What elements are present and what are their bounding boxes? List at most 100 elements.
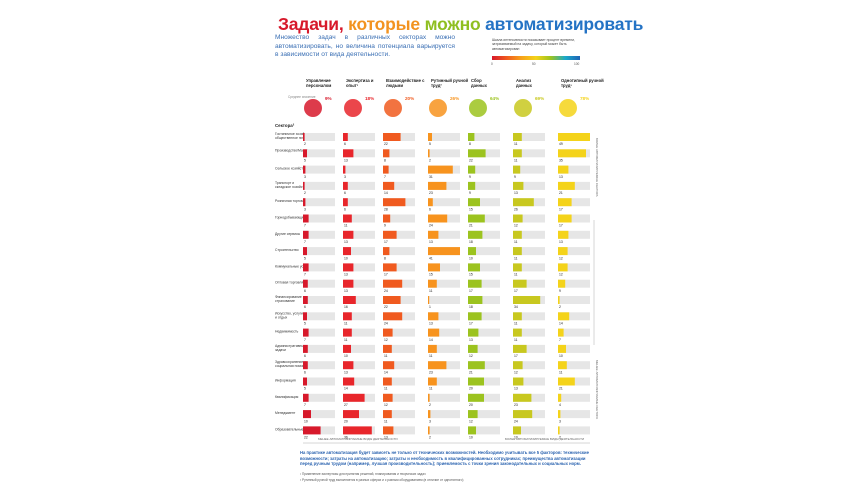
- heat-bar: [428, 279, 437, 288]
- cell-background: [383, 410, 415, 419]
- heat-bar: [303, 181, 305, 190]
- sector-label: социальная помощь: [275, 364, 307, 368]
- cell-value: 7: [304, 224, 306, 228]
- cell-value: 22: [384, 305, 388, 309]
- cell-background: [303, 296, 335, 304]
- cell-background: [513, 344, 545, 353]
- cell-value: 1: [429, 305, 431, 309]
- cell-value: 11: [384, 354, 388, 358]
- heat-bar: [558, 181, 575, 190]
- cell-value: 14: [344, 387, 348, 391]
- heat-bar: [428, 344, 437, 353]
- heat-bar: [558, 296, 560, 304]
- cell-background: [468, 230, 500, 239]
- heat-bar: [558, 214, 572, 223]
- sector-label: Финансирование и: [275, 295, 305, 299]
- cell-value: 14: [429, 338, 433, 342]
- cell-value: 27: [344, 403, 348, 407]
- source-note-1: ¹ Применение экспертизы для принятия реш…: [300, 472, 426, 476]
- cell-value: 7: [304, 338, 306, 342]
- cell-background: [303, 328, 335, 337]
- cell-value: 3: [429, 419, 431, 423]
- cell-background: [513, 230, 545, 239]
- subtitle: Множество задач в различных секторах мож…: [275, 34, 455, 59]
- cell-value: 12: [469, 354, 473, 358]
- cell-background: [558, 344, 590, 353]
- cell-value: 3: [559, 419, 561, 423]
- heat-bar: [383, 393, 393, 402]
- cell-value: 10: [514, 436, 518, 440]
- heat-bar: [513, 214, 523, 223]
- heat-bar: [343, 214, 352, 223]
- heat-bar: [513, 133, 522, 141]
- sector-label: Искусство, услуги, развлечения: [275, 311, 325, 315]
- heat-bar: [558, 426, 560, 435]
- heat-bar: [343, 344, 351, 353]
- heat-bar: [428, 149, 430, 158]
- heat-bar: [468, 230, 483, 239]
- category-label: Однотипный ручной: [561, 78, 604, 83]
- cell-value: 7: [304, 240, 306, 244]
- category-average: 64%: [490, 96, 499, 101]
- cell-value: 2: [304, 142, 306, 146]
- heat-bar: [343, 410, 359, 419]
- cell-value: 23: [429, 370, 433, 374]
- cell-value: 18: [469, 305, 473, 309]
- heat-bar: [383, 312, 403, 321]
- heat-bar: [558, 230, 569, 239]
- cell-background: [513, 279, 545, 288]
- category-average: 26%: [450, 96, 459, 101]
- cell-value: 10: [559, 354, 563, 358]
- heat-bar: [558, 410, 561, 419]
- cell-value: 11: [429, 354, 433, 358]
- cell-value: 13: [429, 322, 433, 326]
- category-label: Взаимодействие с: [386, 78, 425, 83]
- cell-value: 31: [429, 175, 433, 179]
- cell-value: 13: [429, 240, 433, 244]
- scale-tick-mid: 50: [532, 62, 536, 66]
- cell-value: 11: [514, 338, 518, 342]
- sector-label: и отдых: [275, 315, 288, 319]
- category-illustration: [429, 99, 447, 117]
- cell-value: 17: [514, 289, 518, 293]
- cell-value: 2: [559, 305, 561, 309]
- heat-bar: [343, 393, 365, 402]
- cell-value: 6: [304, 354, 306, 358]
- heat-bar: [428, 133, 432, 141]
- cell-background: [468, 165, 500, 174]
- heat-bar: [513, 393, 532, 402]
- side-label-top: БОЛЕЕ АВТОМАТИЗИРУЕМЫЕ СЕКТОРА: [595, 138, 599, 197]
- heat-bar: [513, 181, 524, 190]
- heat-bar: [428, 312, 439, 321]
- cell-value: 21: [559, 191, 563, 195]
- heat-bar: [343, 263, 354, 272]
- category-illustration: [384, 99, 402, 117]
- cell-background: [513, 328, 545, 337]
- scale-tick-max: 100: [574, 62, 580, 66]
- cell-value: 41: [429, 256, 433, 260]
- cell-background: [303, 361, 335, 370]
- cell-value: 2: [429, 159, 431, 163]
- cell-background: [558, 361, 590, 370]
- heat-bar: [428, 181, 447, 190]
- cell-value: 12: [559, 273, 563, 277]
- heat-bar: [343, 328, 352, 337]
- heat-bar: [558, 361, 567, 370]
- cell-value: 3: [344, 175, 346, 179]
- heat-bar: [513, 247, 522, 256]
- cell-value: 15: [469, 273, 473, 277]
- cell-background: [513, 247, 545, 256]
- sector-label: страхование: [275, 299, 295, 303]
- cell-value: 3: [304, 207, 306, 211]
- cell-background: [343, 230, 375, 239]
- category-label: Анализ: [516, 78, 531, 83]
- cell-value: 17: [469, 289, 473, 293]
- sector-label: Строительство: [275, 248, 299, 252]
- sector-label: Горнодобывающий сектор: [275, 216, 317, 220]
- cell-background: [343, 133, 375, 141]
- row-axis-label: Сектора²: [275, 123, 295, 128]
- heat-bar: [343, 165, 346, 174]
- cell-value: 22: [384, 142, 388, 146]
- cell-value: 17: [514, 354, 518, 358]
- sector-label: задачи: [275, 348, 286, 352]
